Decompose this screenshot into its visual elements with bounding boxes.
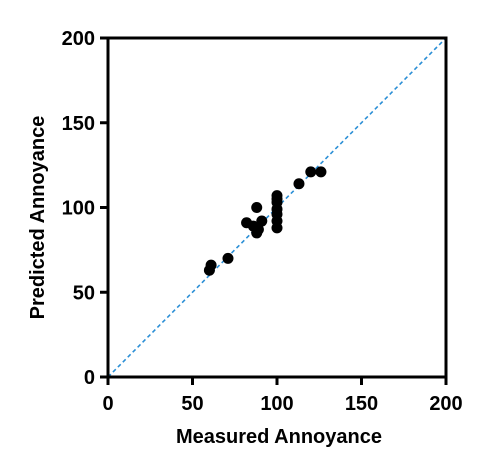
data-point — [222, 252, 234, 264]
data-point — [293, 178, 305, 190]
data-point — [315, 166, 327, 178]
x-tick-label: 0 — [102, 393, 113, 415]
y-axis-title: Predicted Annoyance — [27, 116, 49, 320]
y-axis-ticks: 0 50 100 150 200 — [62, 28, 108, 389]
y-tick-label: 0 — [84, 367, 95, 389]
x-axis-ticks: 0 50 100 150 200 — [102, 377, 463, 415]
data-point — [205, 259, 217, 271]
x-tick-label: 100 — [260, 393, 293, 415]
x-tick-label: 150 — [345, 393, 378, 415]
y-tick-label: 150 — [62, 113, 95, 135]
y-tick-label: 200 — [62, 28, 95, 50]
data-point — [251, 202, 263, 213]
data-point — [305, 166, 317, 178]
x-tick-label: 50 — [181, 393, 203, 415]
x-tick-label: 200 — [429, 393, 462, 415]
data-point — [252, 224, 264, 236]
y-tick-label: 100 — [62, 198, 95, 220]
data-points — [203, 166, 327, 276]
data-point — [256, 215, 268, 227]
data-point — [271, 190, 283, 202]
y-tick-label: 50 — [73, 282, 95, 304]
x-axis-title: Measured Annoyance — [176, 426, 382, 448]
